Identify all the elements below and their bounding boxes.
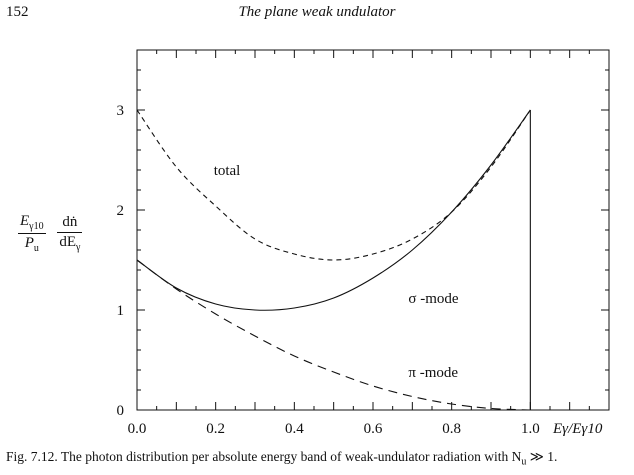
annotation-label: total — [214, 163, 241, 179]
x-tick-label: 0.2 — [206, 421, 225, 437]
x-tick-label: 0.0 — [128, 421, 147, 437]
chart: 0.0 0.2 0.4 0.6 0.8 1.0 0 1 2 3 total σ -mode π -mo… — [117, 49, 610, 437]
annotations: total σ -mode π -mode — [214, 163, 459, 381]
y-label-fraction-2: dṅ dEγ — [57, 214, 83, 253]
y-tick-label: 1 — [117, 303, 125, 319]
curve-total — [136, 109, 531, 261]
y-label-fraction-1: Eγ10 Pu — [18, 213, 46, 254]
y-tick-label: 3 — [117, 103, 125, 119]
y-tick-label: 0 — [117, 403, 125, 419]
figure-caption: Fig. 7.12. The photon distribution per a… — [6, 449, 558, 468]
x-tick-label: 0.6 — [364, 421, 383, 437]
x-tick-label: 0.8 — [442, 421, 461, 437]
running-title: The plane weak undulator — [238, 4, 396, 20]
curve-mode — [136, 259, 531, 411]
page-number: 152 — [6, 4, 29, 20]
x-tick-label: 0.4 — [285, 421, 304, 437]
x-axis-label: Eγ/Eγ10 — [552, 421, 603, 437]
axis-ticks — [136, 49, 610, 411]
x-tick-label: 1.0 — [521, 421, 540, 437]
y-tick-label: 2 — [117, 203, 125, 219]
axis-tick-labels: 0.0 0.2 0.4 0.6 0.8 1.0 0 1 2 3 — [117, 103, 540, 437]
curves — [136, 109, 531, 411]
annotation-label: σ -mode — [408, 291, 458, 307]
y-axis-label: Eγ10 Pu dṅ dEγ — [18, 213, 83, 254]
plot-frame — [136, 49, 610, 411]
annotation-label: π -mode — [408, 365, 458, 381]
curve-mode — [136, 109, 531, 311]
plot-border — [136, 49, 610, 411]
